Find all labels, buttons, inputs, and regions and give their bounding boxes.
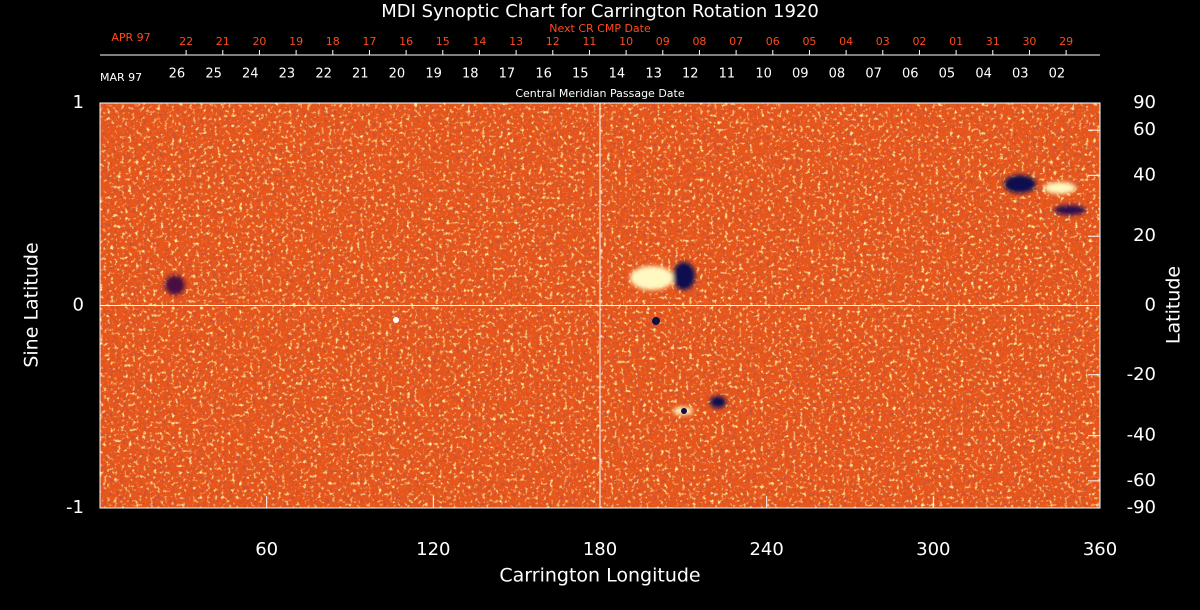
date-axis-label: Central Meridian Passage Date: [515, 87, 684, 100]
date-label: 15: [436, 35, 450, 48]
x-tick-label: 300: [916, 539, 950, 560]
date-label: 23: [279, 67, 296, 82]
date-label: 17: [362, 35, 376, 48]
y-tick-label: 1: [73, 92, 84, 113]
date-label: 03: [876, 35, 890, 48]
date-label: 14: [472, 35, 486, 48]
x-tick-label: 180: [583, 539, 617, 560]
date-label: 09: [792, 67, 809, 82]
y2-tick-label: -60: [1127, 470, 1156, 491]
date-label: 30: [1022, 35, 1036, 48]
date-label: 13: [509, 35, 523, 48]
date-label: 26: [169, 67, 186, 82]
x-tick-label: 60: [255, 539, 278, 560]
date-label: 19: [289, 35, 303, 48]
date-label: 31: [986, 35, 1000, 48]
date-label: 04: [975, 67, 992, 82]
y-tick-label: 0: [73, 295, 84, 316]
date-label: 24: [242, 67, 259, 82]
date-label: 02: [1049, 67, 1066, 82]
date-label: 12: [682, 67, 699, 82]
date-label: 05: [802, 35, 816, 48]
date-label: 07: [865, 67, 882, 82]
date-label: 29: [1059, 35, 1073, 48]
date-label: 19: [425, 67, 442, 82]
date-label: 21: [216, 35, 230, 48]
y-tick-label: -1: [66, 497, 84, 518]
date-label: 04: [839, 35, 853, 48]
date-label: 13: [645, 67, 662, 82]
y2-axis-label: Latitude: [1163, 266, 1185, 344]
date-label: 14: [609, 67, 626, 82]
date-label: 08: [829, 67, 846, 82]
date-label: 16: [399, 35, 413, 48]
date-label: 08: [692, 35, 706, 48]
y2-tick-label: 0: [1145, 295, 1156, 316]
date-label: 10: [619, 35, 633, 48]
date-label: 09: [656, 35, 670, 48]
y2-tick-label: 60: [1133, 119, 1156, 140]
date-label: 12: [546, 35, 560, 48]
y2-tick-label: -40: [1127, 425, 1156, 446]
x-axis-label: Carrington Longitude: [499, 565, 700, 587]
date-label: 22: [315, 67, 332, 82]
date-label: 25: [205, 67, 222, 82]
date-label: 18: [462, 67, 479, 82]
date-label: 05: [939, 67, 956, 82]
date-label: 21: [352, 67, 369, 82]
date-label: 06: [902, 67, 919, 82]
date-label: 11: [719, 67, 736, 82]
y-axis-label: Sine Latitude: [21, 242, 43, 367]
date-label: 02: [912, 35, 926, 48]
date-axis-month: MAR 97: [100, 71, 142, 84]
date-label: 10: [755, 67, 772, 82]
x-tick-label: 120: [416, 539, 450, 560]
y2-tick-label: 90: [1133, 92, 1156, 113]
date-label: 16: [535, 67, 552, 82]
y2-tick-label: 20: [1133, 225, 1156, 246]
date-label: 03: [1012, 67, 1029, 82]
date-label: 15: [572, 67, 589, 82]
date-label: 11: [582, 35, 596, 48]
date-label: 01: [949, 35, 963, 48]
x-tick-label: 240: [749, 539, 783, 560]
y2-tick-label: 40: [1133, 164, 1156, 185]
date-label: 18: [326, 35, 340, 48]
date-label: 07: [729, 35, 743, 48]
date-label: 06: [766, 35, 780, 48]
date-label: 20: [252, 35, 266, 48]
x-tick-label: 360: [1083, 539, 1117, 560]
date-label: 20: [389, 67, 406, 82]
date-label: 17: [499, 67, 516, 82]
date-axis-label: Next CR CMP Date: [549, 22, 651, 35]
chart-title: MDI Synoptic Chart for Carrington Rotati…: [381, 1, 819, 22]
date-label: 22: [179, 35, 193, 48]
y2-tick-label: -90: [1127, 497, 1156, 518]
date-axis-month: APR 97: [111, 31, 150, 44]
y2-tick-label: -20: [1127, 364, 1156, 385]
